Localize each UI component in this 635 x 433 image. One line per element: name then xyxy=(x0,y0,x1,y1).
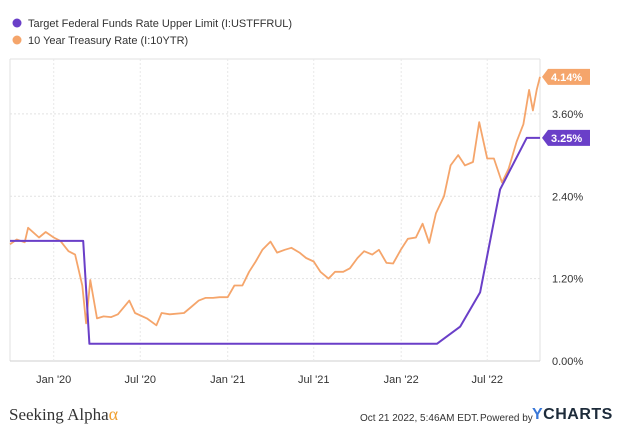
legend-marker-0 xyxy=(12,18,22,28)
brand-name: Seeking Alpha xyxy=(9,405,109,424)
end-badge-label-1: 4.14% xyxy=(551,72,582,84)
y-tick-label-3: 3.60% xyxy=(552,109,583,121)
legend-label-1: 10 Year Treasury Rate (I:10YTR) xyxy=(28,35,188,47)
chart-grid xyxy=(9,58,541,362)
line-chart: Target Federal Funds Rate Upper Limit (I… xyxy=(9,18,590,386)
end-badge-0 xyxy=(542,129,590,146)
legend-marker-1 xyxy=(12,35,22,45)
end-value-badges: 3.25% 4.14% xyxy=(542,68,590,146)
x-axis: Jan '20 Jul '20 Jan '21 Jul '21 Jan '22 Jul '… xyxy=(36,374,503,386)
chart-series xyxy=(9,76,541,345)
powered-by-label: Powered by xyxy=(480,413,533,424)
legend: Target Federal Funds Rate Upper Limit (I… xyxy=(12,18,292,47)
x-tick-label-3: Jul '21 xyxy=(298,374,329,386)
legend-label-0: Target Federal Funds Rate Upper Limit (I… xyxy=(28,18,292,30)
ycharts-logo-y: Y xyxy=(532,406,544,423)
timestamp: Oct 21 2022, 5:46AM EDT. xyxy=(360,413,479,424)
y-tick-label-1: 1.20% xyxy=(552,274,583,286)
ycharts-logo: YCHARTS xyxy=(532,406,613,424)
series-line-1 xyxy=(9,76,541,327)
seeking-alpha-logo: Seeking Alphaα xyxy=(9,404,118,425)
chart-footer: Seeking Alphaα Oct 21 2022, 5:46AM EDT. … xyxy=(0,395,635,433)
y-axis: 0.00% 1.20% 2.40% 3.60% xyxy=(552,109,583,368)
end-badge-label-0: 3.25% xyxy=(551,133,582,145)
x-tick-label-0: Jan '20 xyxy=(36,374,71,386)
end-badge-1 xyxy=(542,68,590,85)
ycharts-logo-rest: CHARTS xyxy=(543,406,613,423)
series-line-0 xyxy=(10,136,540,345)
x-tick-label-5: Jul '22 xyxy=(472,374,503,386)
alpha-mark: α xyxy=(108,404,119,424)
y-tick-label-2: 2.40% xyxy=(552,191,583,203)
x-tick-label-1: Jul '20 xyxy=(125,374,156,386)
x-tick-label-2: Jan '21 xyxy=(210,374,245,386)
y-tick-label-0: 0.00% xyxy=(552,356,583,368)
x-tick-label-4: Jan '22 xyxy=(384,374,419,386)
